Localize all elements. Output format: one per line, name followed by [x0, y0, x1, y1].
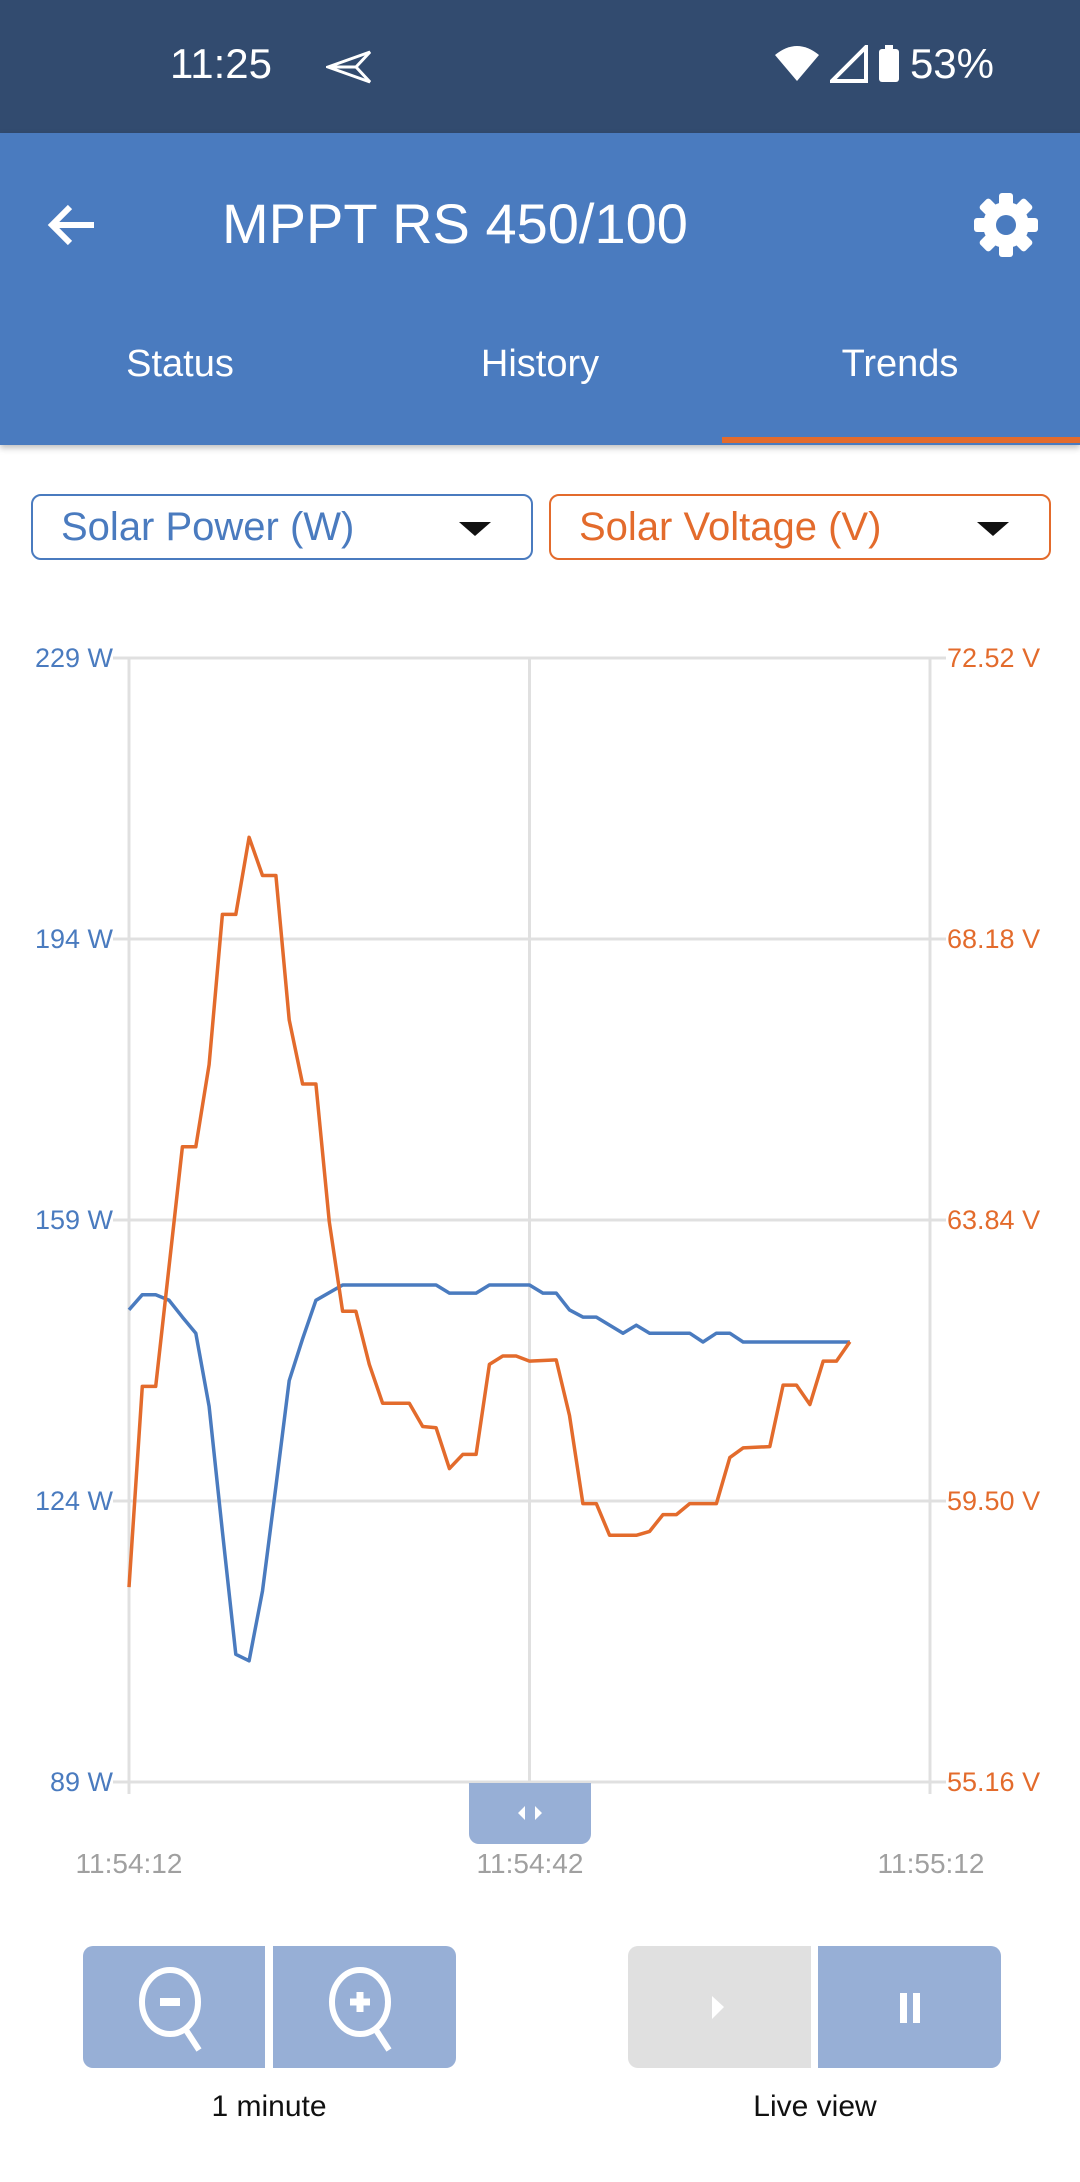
y-right-tick: 72.52 V: [947, 643, 1041, 673]
arrow-left-icon[interactable]: [44, 197, 100, 253]
y-right-tick: 68.18 V: [947, 924, 1041, 954]
play-button[interactable]: [628, 1946, 811, 2068]
pause-button[interactable]: [818, 1946, 1001, 2068]
y-right-tick: 59.50 V: [947, 1486, 1041, 1516]
x-tick: 11:54:42: [476, 1848, 584, 1879]
zoom-range-label: 1 minute: [211, 2090, 327, 2123]
y-left-tick: 159 W: [34, 1205, 113, 1235]
y-left-tick: 89 W: [49, 1767, 113, 1797]
tab-status[interactable]: Status: [126, 343, 234, 385]
battery-percent: 53%: [909, 40, 994, 87]
play-icon: [712, 1996, 724, 2019]
left-series-value: Solar Power (W): [61, 505, 355, 549]
send-icon: [326, 50, 372, 84]
y-left-tick: 124 W: [34, 1486, 113, 1516]
page-title: MPPT RS 450/100: [222, 192, 688, 255]
left-series-select[interactable]: Solar Power (W): [31, 494, 533, 560]
y-left-tick: 229 W: [34, 643, 113, 673]
chart-pan-handle[interactable]: [469, 1783, 591, 1844]
status-bar: 11:25 53%: [0, 0, 1080, 133]
zoom-out-button[interactable]: [83, 1946, 265, 2068]
live-view-label: Live view: [753, 2090, 877, 2123]
y-right-tick: 63.84 V: [947, 1205, 1041, 1235]
tab-history[interactable]: History: [480, 343, 600, 385]
pause-icon: [900, 1993, 920, 2023]
x-tick: 11:55:12: [877, 1848, 985, 1879]
caret-down-icon: [977, 522, 1009, 536]
zoom-in-icon: [329, 1967, 392, 2052]
caret-down-icon: [459, 522, 491, 536]
gear-icon[interactable]: [972, 191, 1040, 259]
x-tick: 11:54:12: [75, 1848, 183, 1879]
battery-icon: [878, 45, 899, 82]
right-series-select[interactable]: Solar Voltage (V): [549, 494, 1051, 560]
wifi-icon: [774, 46, 819, 81]
signal-icon: [829, 45, 868, 83]
series-line-solar-power: [127, 1283, 850, 1663]
y-left-tick: 194 W: [34, 924, 113, 954]
y-right-tick: 55.16 V: [947, 1767, 1041, 1797]
tab-trends[interactable]: Trends: [841, 343, 959, 385]
pan-arrows-icon: [518, 1806, 542, 1820]
active-tab-indicator: [722, 437, 1080, 443]
zoom-out-icon: [139, 1967, 202, 2052]
zoom-in-button[interactable]: [273, 1946, 456, 2068]
series-line-solar-voltage: [127, 835, 852, 1588]
right-series-value: Solar Voltage (V): [579, 505, 882, 549]
app-header: MPPT RS 450/100 Status History Trends: [0, 133, 1080, 445]
status-time: 11:25: [170, 40, 272, 87]
